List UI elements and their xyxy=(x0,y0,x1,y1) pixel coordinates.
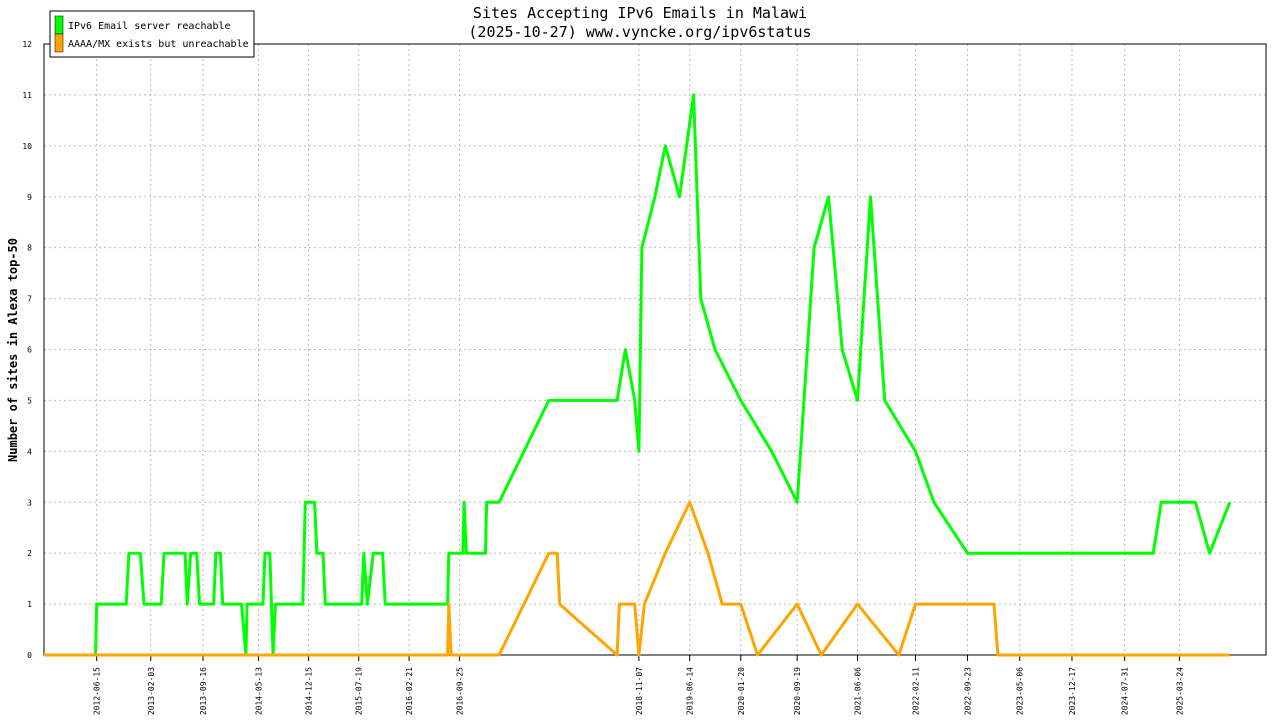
x-tick-label: 2012-06-15 xyxy=(93,667,102,715)
x-tick-label: 2016-09-25 xyxy=(455,667,464,715)
x-tick-label: 2016-02-21 xyxy=(405,667,414,715)
legend-box xyxy=(49,10,255,58)
x-tick-label: 2013-09-16 xyxy=(199,667,208,715)
legend-swatch-reachable xyxy=(54,15,64,35)
y-tick-label: 12 xyxy=(22,40,32,49)
x-tick-label: 2021-06-06 xyxy=(854,667,863,715)
y-tick-label: 3 xyxy=(27,498,32,507)
x-tick-label: 2020-01-20 xyxy=(737,667,746,715)
legend-swatch-unreachable xyxy=(54,33,64,53)
y-tick-label: 0 xyxy=(27,651,32,660)
y-tick-label: 10 xyxy=(22,142,32,151)
x-tick-label: 2025-03-24 xyxy=(1175,667,1184,715)
x-tick-label: 2020-09-19 xyxy=(793,667,802,715)
x-tick-label: 2019-06-14 xyxy=(686,667,695,715)
x-tick-label: 2014-12-15 xyxy=(305,667,314,715)
y-tick-label: 2 xyxy=(27,549,32,558)
x-tick-label: 2015-07-19 xyxy=(355,667,364,715)
y-axis-label: Number of sites in Alexa top-50 xyxy=(6,238,20,462)
x-tick-label: 2023-12-17 xyxy=(1068,667,1077,715)
legend: IPv6 Email server reachable AAAA/MX exis… xyxy=(49,10,255,58)
y-tick-label: 6 xyxy=(27,346,32,355)
x-tick-label: 2014-05-13 xyxy=(254,667,263,715)
y-tick-label: 9 xyxy=(27,193,32,202)
series-layer xyxy=(44,93,1232,657)
y-tick-label: 8 xyxy=(27,244,32,253)
x-tick-label: 2023-05-06 xyxy=(1016,667,1025,715)
chart-title: Sites Accepting IPv6 Emails in Malawi xyxy=(473,4,807,22)
x-tick-label: 2024-07-31 xyxy=(1121,667,1130,715)
x-tick-label: 2022-09-23 xyxy=(964,667,973,715)
legend-label-reachable: IPv6 Email server reachable xyxy=(68,21,231,32)
chart-subtitle: (2025-10-27) www.vyncke.org/ipv6status xyxy=(468,23,811,41)
y-tick-label: 5 xyxy=(27,396,32,405)
series-line-1 xyxy=(44,500,1230,657)
grid xyxy=(44,43,1266,655)
legend-label-unreachable: AAAA/MX exists but unreachable xyxy=(68,39,249,50)
x-tick-label: 2022-02-11 xyxy=(912,667,921,715)
x-tick-label: 2013-02-03 xyxy=(147,667,156,715)
y-tick-label: 7 xyxy=(27,295,32,304)
y-tick-label: 4 xyxy=(27,447,32,456)
y-tick-label: 1 xyxy=(27,600,32,609)
x-tick-label: 2018-11-07 xyxy=(635,667,644,715)
y-tick-label: 11 xyxy=(22,91,32,100)
axes xyxy=(43,43,1267,661)
plot-frame xyxy=(43,43,1267,656)
series-line-0 xyxy=(44,93,1232,657)
